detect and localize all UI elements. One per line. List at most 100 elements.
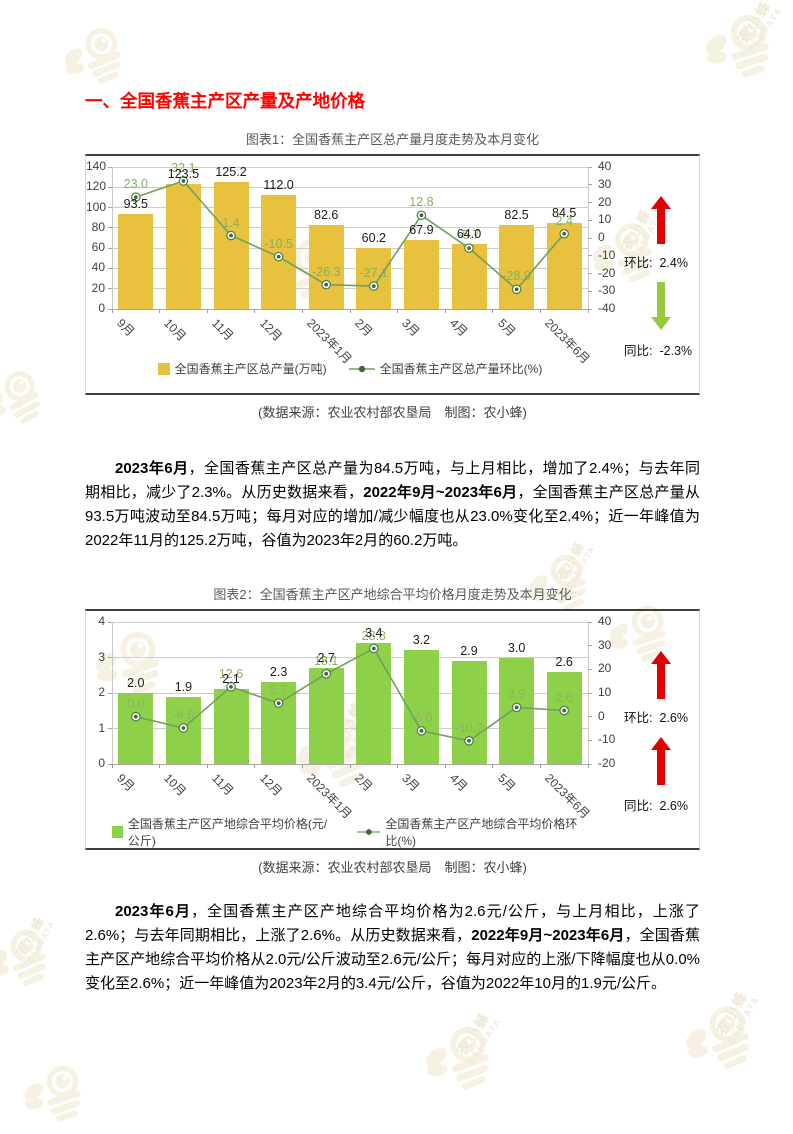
right-axis-tick-label: 40 (598, 614, 612, 628)
text-run: ，全国香蕉主产区产地综合平均价格从2.0元/公斤波动至2.6元/公斤；每月对应的… (85, 927, 700, 992)
chart2-source-note: (数据来源：农业农村部农垦局 制图：农小蜂) (258, 860, 527, 875)
x-axis-category-label: 11月 (209, 316, 237, 344)
right-axis-tick-label: -20 (598, 756, 616, 770)
line-value-label: 12.8 (409, 195, 434, 210)
x-axis-tick (206, 764, 208, 768)
line-legend-icon (348, 365, 375, 372)
right-axis-tick (588, 308, 592, 310)
gridline (112, 308, 588, 310)
change-stat-value: 2.6% (659, 799, 688, 813)
x-axis-category-label: 9月 (113, 316, 138, 340)
x-axis-tick (492, 309, 494, 313)
change-stat-value: 2.6% (659, 711, 688, 725)
bar (213, 689, 249, 764)
left-axis-tick (108, 267, 112, 269)
bar-legend-swatch-icon (157, 362, 170, 375)
text-run-bold: 2023年6月 (115, 903, 192, 920)
right-axis-tick-label: 30 (598, 637, 612, 652)
right-axis-tick-label: -10 (598, 247, 616, 262)
left-axis-tick-label: 20 (91, 280, 105, 295)
x-axis-tick (539, 764, 541, 768)
left-axis-tick (108, 692, 112, 694)
up-arrow-icon (651, 196, 671, 244)
x-axis-category-label: 3月 (399, 316, 423, 340)
x-axis-category-label: 2023年1月 (304, 771, 355, 822)
bar (451, 244, 487, 309)
x-axis-category-label: 2023年6月 (542, 771, 593, 822)
right-axis-tick (588, 290, 592, 292)
bar-value-label: 3.2 (412, 633, 431, 648)
left-axis-tick (108, 288, 112, 290)
bar (499, 657, 535, 764)
change-stat-label: 环比: (624, 256, 653, 270)
down-arrow-icon (651, 282, 671, 330)
x-axis-category-label: 5月 (494, 771, 518, 795)
bar-value-label: 64.0 (456, 227, 482, 242)
x-axis-category-label: 4月 (447, 771, 471, 795)
left-axis-tick-label: 100 (86, 199, 107, 214)
x-axis-category-label: 2月 (351, 316, 376, 340)
legend-label: 全国香蕉主产区产地综合平均价格(元/公斤) (127, 817, 328, 848)
left-axis-tick-label: 0 (98, 301, 105, 315)
bar-value-label: 123.5 (167, 166, 200, 181)
change-stat-row: 环比: 2.4% (624, 256, 688, 271)
right-axis-tick-label: 0 (598, 230, 605, 244)
right-axis-tick-label: -30 (598, 283, 616, 298)
change-stat-label: 同比: (624, 344, 653, 358)
legend-label: 全国香蕉主产区产地综合平均价格环比(%) (385, 817, 578, 848)
bar (546, 671, 582, 764)
x-axis-tick (444, 764, 446, 768)
right-axis-tick-label: -10 (598, 732, 616, 747)
left-axis-tick-label: 1 (98, 720, 105, 735)
x-axis-category-label: 10月 (161, 316, 190, 344)
right-axis-tick-label: 30 (598, 176, 612, 191)
analysis-paragraph-2: 2023年6月，全国香蕉主产区产地综合平均价格为2.6元/公斤，与上月相比，上涨… (85, 900, 700, 996)
bar-value-label: 2.7 (317, 651, 335, 666)
left-axis-tick-label: 40 (91, 260, 105, 275)
bar (499, 225, 535, 309)
bar-value-label: 3.4 (365, 626, 383, 641)
bar (308, 668, 344, 764)
x-axis-tick (111, 309, 113, 313)
left-axis-tick-label: 2 (98, 685, 105, 699)
right-axis-tick (588, 645, 592, 647)
line-value-label: 28.8 (361, 628, 386, 643)
right-axis-tick-label: -20 (598, 265, 616, 280)
line-value-label: 2.6 (555, 690, 573, 705)
right-axis-tick (588, 763, 592, 765)
x-axis-tick (159, 764, 161, 768)
left-axis-tick-label: 80 (91, 219, 105, 234)
x-axis-tick (206, 309, 208, 313)
left-axis-tick-label: 120 (86, 179, 107, 194)
bar (546, 223, 582, 309)
change-stat-value: -2.3% (659, 344, 693, 358)
legend-item: 全国香蕉主产区产地综合平均价格环比(%) (356, 815, 588, 849)
left-axis-tick (108, 166, 112, 168)
bar-legend-swatch-icon (112, 826, 123, 838)
x-axis-category-label: 2月 (351, 771, 376, 795)
x-axis-tick (111, 764, 113, 768)
x-axis-category-label: 2023年6月 (542, 316, 593, 367)
left-axis-tick (108, 247, 112, 249)
left-axis-tick (108, 728, 112, 729)
change-stat-row: 环比: 2.6% (624, 711, 688, 726)
x-axis-tick (301, 309, 303, 313)
bar-value-label: 3.0 (507, 640, 526, 655)
right-axis-tick (588, 692, 592, 694)
legend-label: 全国香蕉主产区总产量(万吨) (174, 362, 327, 376)
left-axis-line (112, 167, 113, 309)
bar-value-label: 2.3 (269, 665, 288, 680)
gridline (112, 621, 588, 623)
chart2-price-chart: 4 3 2 1 0 40 30 20 10 0 -10 -20 2.0 9月 1.9 10月 2.1 11月 2.3… (85, 609, 700, 850)
bar (118, 214, 154, 309)
right-axis-tick-label: 20 (598, 661, 612, 676)
line-value-label: 32.1 (171, 161, 196, 176)
bar-value-label: 82.6 (314, 208, 339, 223)
right-axis-tick (588, 166, 592, 168)
text-run-bold: 2022年9月~2023年6月 (363, 484, 518, 501)
x-axis-tick (159, 309, 161, 313)
x-axis-category-label: 10月 (161, 771, 190, 799)
change-stat-row: 同比: 2.6% (624, 799, 688, 814)
right-axis-tick-label: 10 (598, 685, 612, 699)
right-axis-tick (588, 739, 592, 741)
